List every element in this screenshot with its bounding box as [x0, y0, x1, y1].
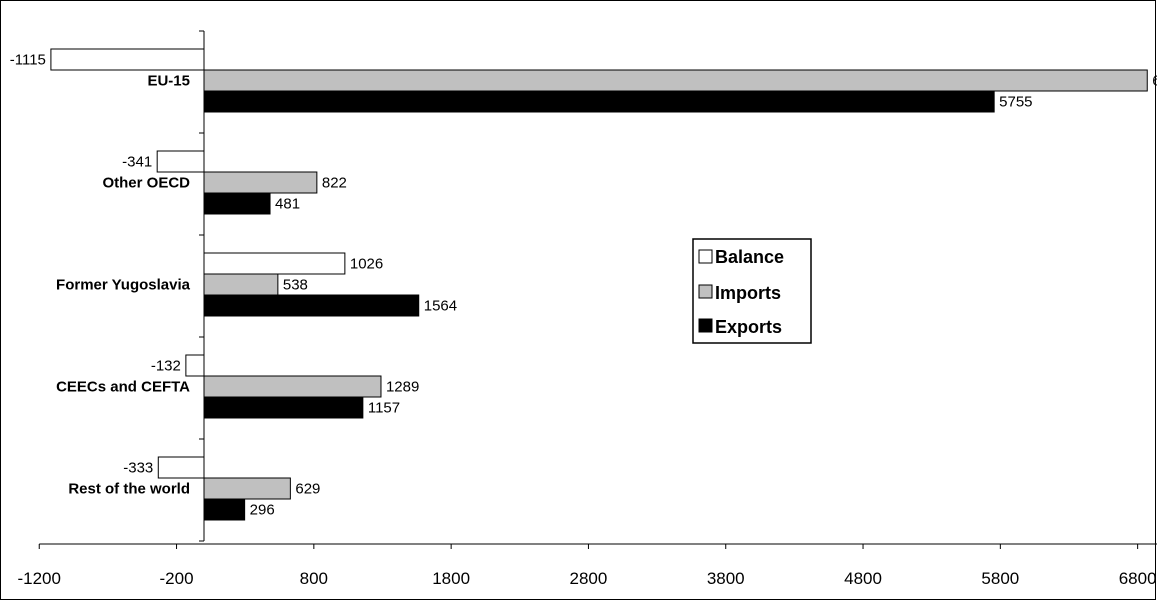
category-label: Rest of the world	[68, 481, 190, 498]
data-label: -333	[123, 460, 153, 477]
tick-label: -200	[160, 569, 194, 588]
data-label: -1115	[10, 52, 46, 69]
tick-label: 1800	[432, 569, 470, 588]
legend-label-balance: Balance	[715, 247, 784, 267]
legend-swatch-exports	[698, 318, 713, 333]
bar-exports-former-yugoslavia	[203, 294, 420, 317]
tick-label: 4800	[844, 569, 882, 588]
data-label: 481	[275, 196, 300, 213]
data-label: 538	[283, 277, 308, 294]
bar-imports-ceecs-and-cefta	[203, 375, 382, 398]
data-label: 1026	[350, 256, 383, 273]
bar-imports-rest-of-the-world	[203, 477, 291, 500]
legend-swatch-imports	[698, 284, 713, 299]
labels: -1115 6870 5755 EU-15 -341 822 481 Other OECD 10…	[10, 52, 1157, 519]
bar-balance-former-yugoslavia	[203, 252, 346, 275]
tick-label: 2800	[570, 569, 608, 588]
data-label: 1157	[368, 400, 400, 417]
bar-imports-other-oecd	[203, 171, 318, 194]
axes: -1200 -200 800 1800 2800 3800 4800 5800 6800	[17, 30, 1157, 588]
tick-label: 5800	[981, 569, 1019, 588]
bar-exports-rest-of-the-world	[203, 498, 246, 521]
bar-balance-rest-of-the-world	[157, 456, 205, 479]
bar-balance-ceecs-and-cefta	[185, 354, 205, 377]
category-label: Other OECD	[102, 175, 190, 192]
tick-label: 6800	[1119, 569, 1157, 588]
legend: Balance Imports Exports	[692, 238, 812, 344]
data-label: 1564	[424, 298, 457, 315]
bar-exports-other-oecd	[203, 192, 271, 215]
bar-imports-eu-15	[203, 69, 1148, 92]
bar-exports-eu-15	[203, 90, 995, 113]
legend-box	[692, 238, 812, 344]
data-label: 1289	[386, 379, 419, 396]
tick-label: 800	[300, 569, 328, 588]
category-label: CEECs and CEFTA	[56, 379, 190, 396]
data-label: 822	[322, 175, 347, 192]
data-label: 6870	[1152, 73, 1157, 90]
data-label: 5755	[999, 94, 1032, 111]
legend-label-exports: Exports	[715, 317, 782, 337]
bar-balance-eu-15	[50, 48, 205, 71]
bar-balance-other-oecd	[156, 150, 205, 173]
data-label: 629	[295, 481, 320, 498]
category-label: EU-15	[147, 73, 190, 90]
bar-imports-former-yugoslavia	[203, 273, 279, 296]
bars	[50, 48, 1148, 521]
bar-exports-ceecs-and-cefta	[203, 396, 364, 419]
tick-label: -1200	[17, 569, 60, 588]
legend-label-imports: Imports	[715, 283, 781, 303]
data-label: -341	[122, 154, 152, 171]
tick-label: 3800	[707, 569, 745, 588]
category-label: Former Yugoslavia	[56, 277, 191, 294]
data-label: -132	[151, 358, 181, 375]
legend-swatch-balance	[698, 249, 713, 264]
data-label: 296	[250, 502, 275, 519]
